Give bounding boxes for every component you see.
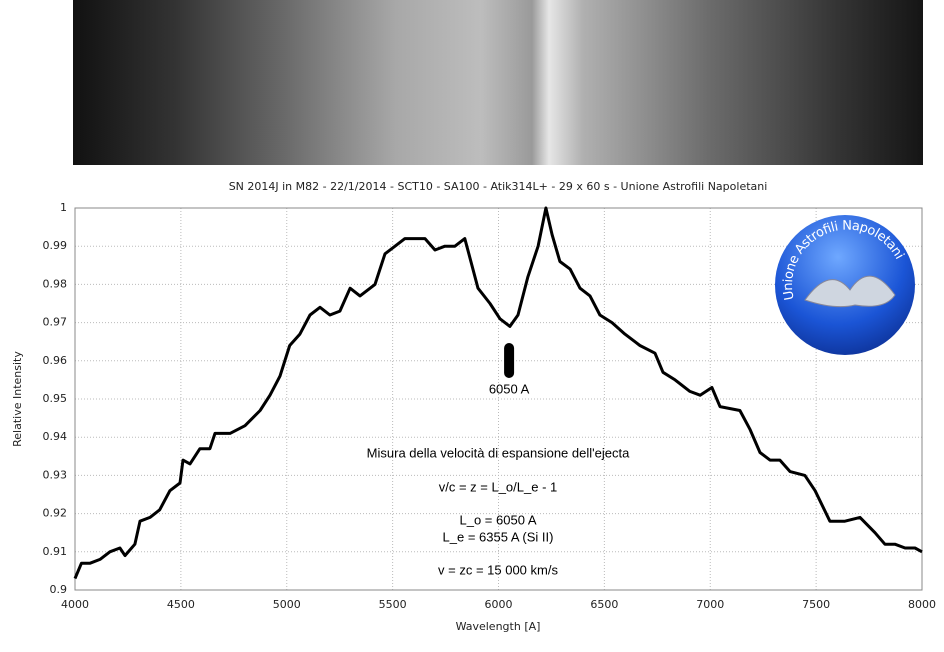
y-tick-label: 0.91 — [43, 545, 68, 558]
x-tick-label: 6000 — [485, 598, 513, 611]
note-line: L_o = 6050 A — [460, 512, 537, 527]
plot-frame — [74, 207, 923, 591]
y-tick-label: 0.95 — [43, 392, 68, 405]
x-tick-label: 4000 — [61, 598, 89, 611]
note-line: v = zc = 15 000 km/s — [438, 562, 558, 577]
y-tick-label: 0.96 — [43, 354, 68, 367]
y-tick-label: 0.92 — [43, 507, 68, 520]
y-tick-label: 0.9 — [50, 583, 68, 596]
spectrum-strip — [73, 0, 923, 165]
x-tick-label: 5000 — [273, 598, 301, 611]
x-tick-label: 6500 — [590, 598, 618, 611]
logo-shape — [804, 275, 896, 308]
x-tick-label: 4500 — [167, 598, 195, 611]
y-tick-label: 1 — [60, 201, 67, 214]
x-tick-label: 7500 — [802, 598, 830, 611]
spectrum-line — [73, 206, 923, 580]
note-line: Misura della velocità di espansione dell… — [367, 445, 630, 460]
note-line: v/c = z = L_o/L_e - 1 — [439, 479, 558, 494]
annotation-text: 6050 A — [489, 381, 530, 396]
y-tick-label: 0.93 — [43, 468, 68, 481]
x-tick-label: 8000 — [908, 598, 936, 611]
y-tick-label: 0.94 — [43, 430, 68, 443]
y-axis-label: Relative Intensity — [11, 351, 24, 447]
chart-title: SN 2014J in M82 - 22/1/2014 - SCT10 - SA… — [229, 180, 768, 193]
x-tick-label: 7000 — [696, 598, 724, 611]
y-tick-label: 0.99 — [43, 239, 68, 252]
y-tick-label: 0.98 — [43, 277, 68, 290]
note-line: L_e = 6355 A (Si II) — [443, 529, 554, 544]
x-axis-label: Wavelength [A] — [456, 620, 541, 633]
y-tick-label: 0.97 — [43, 316, 68, 329]
logo: Unione Astrofili Napoletani — [775, 215, 915, 355]
x-tick-label: 5500 — [379, 598, 407, 611]
annotation-marker — [504, 343, 515, 378]
